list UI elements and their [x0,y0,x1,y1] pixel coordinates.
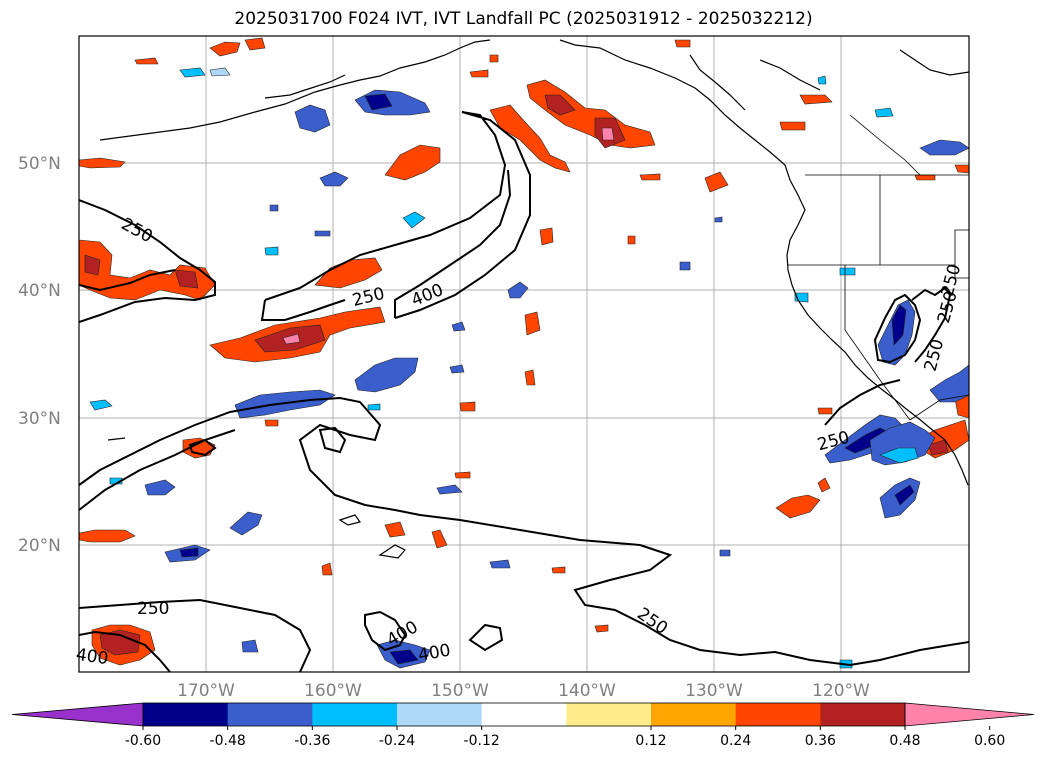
colorbar-tick-label: -0.12 [464,733,500,749]
lon-label: 130°W [685,681,743,701]
colorbar-tick-label: -0.48 [210,733,246,749]
colorbar-tick-label: -0.36 [294,733,330,749]
colorbar-frame [142,702,906,727]
negative-anomaly-areas [89,67,969,669]
colorbar-segment [481,703,567,726]
longitude-labels: 170°W 160°W 150°W 140°W 130°W 120°W [177,681,870,701]
lat-label: 50°N [18,154,61,174]
colorbar-tick-label: 0.24 [720,733,751,749]
lat-label: 30°N [18,409,61,429]
colorbar-segment [227,703,313,726]
lon-label: 160°W [304,681,362,701]
coastlines [99,39,969,559]
colorbar-segment [312,703,398,726]
colorbar-tick-label: -0.24 [379,733,415,749]
colorbar: -0.60 -0.48 -0.36 -0.24 -0.12 0.12 0.24 0.36 0.4… [11,702,1035,749]
colorbar-tick-label: -0.60 [125,733,161,749]
lat-label: 20°N [18,536,61,556]
contour-label: 400 [75,645,110,669]
colorbar-segment [566,703,652,726]
map-frame [78,35,970,673]
state-borders [788,114,969,421]
colorbar-segment [820,703,906,726]
map-content [79,36,969,672]
contour-label: 250 [137,599,169,619]
contour-labels: 250 250 400 250 250 250 400 400 400 250 … [75,214,966,669]
lon-label: 140°W [558,681,616,701]
colorbar-extend-low [11,702,144,727]
colorbar-tick-label: 0.48 [889,733,920,749]
map-title: 2025031700 F024 IVT, IVT Landfall PC (20… [234,9,813,29]
colorbar-segment [651,703,737,726]
colorbar-tick-label: 0.36 [805,733,836,749]
lon-label: 150°W [431,681,489,701]
ivt-contours [79,111,969,672]
colorbar-tick-label: 0.12 [635,733,666,749]
colorbar-segment [143,703,229,726]
positive-anomaly-areas [79,37,969,666]
colorbar-extend-high [904,702,1035,727]
lon-label: 120°W [812,681,870,701]
latitude-labels: 50°N 40°N 30°N 20°N [18,154,61,556]
colorbar-segment [397,703,483,726]
lat-label: 40°N [18,281,61,301]
lon-label: 170°W [177,681,235,701]
colorbar-segment [735,703,821,726]
colorbar-tick-label: 0.60 [974,733,1005,749]
